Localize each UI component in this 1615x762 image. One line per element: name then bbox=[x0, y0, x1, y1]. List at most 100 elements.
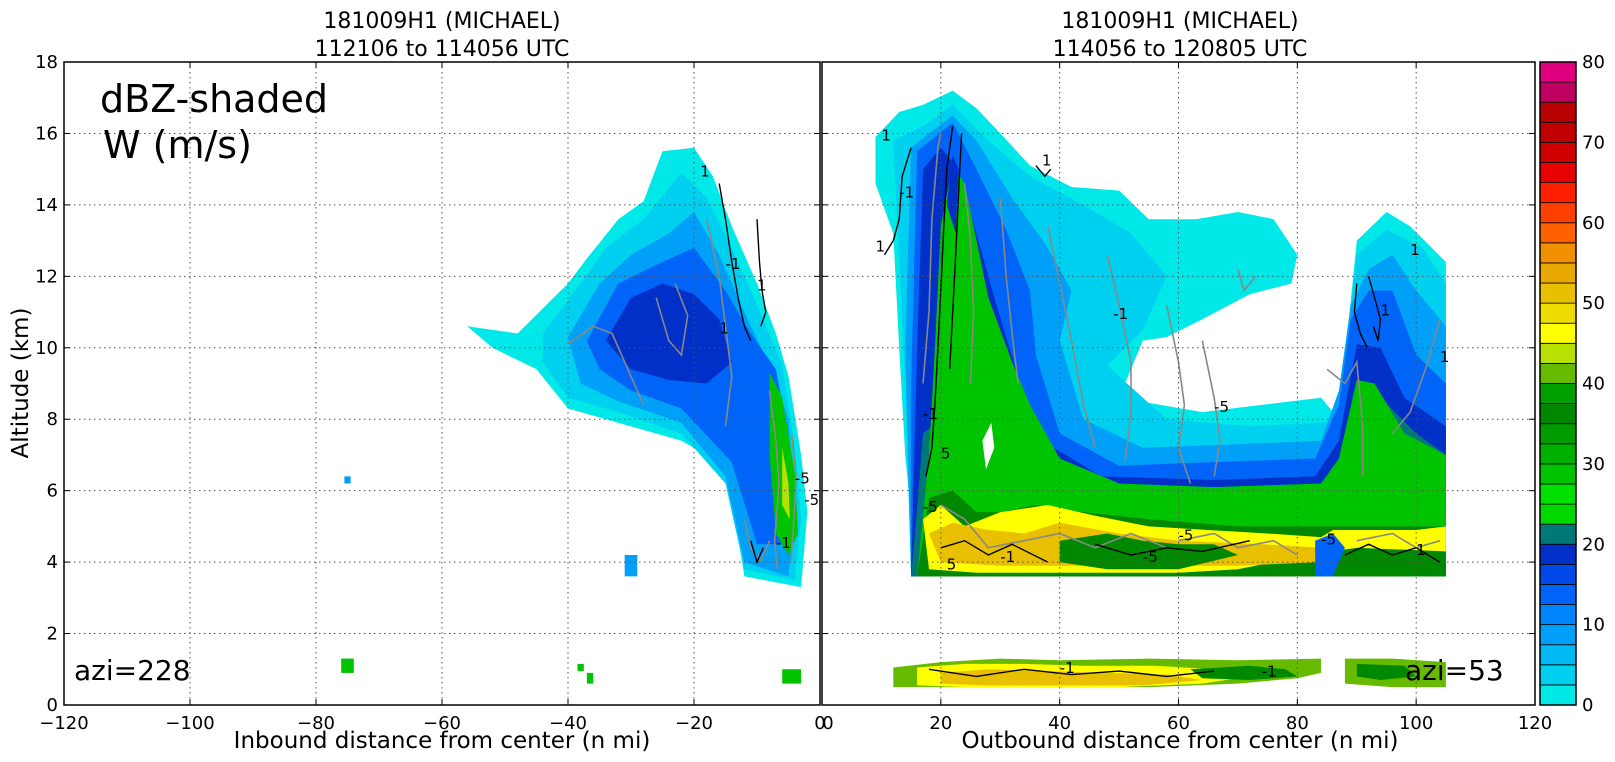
w-contour-line bbox=[1356, 532, 1441, 549]
contour-label: 1 bbox=[1042, 152, 1052, 170]
colorbar-frame bbox=[1539, 61, 1577, 706]
y-tick-label: 18 bbox=[35, 52, 58, 73]
x-tick-label: 40 bbox=[1048, 713, 1071, 734]
colorbar-bin bbox=[1539, 543, 1577, 565]
colorbar-bin bbox=[1539, 121, 1577, 143]
reflectivity-region bbox=[586, 672, 594, 684]
contour-label: -1 bbox=[1262, 662, 1277, 680]
y-tick-label: 10 bbox=[35, 338, 58, 359]
contour-label: -5 bbox=[923, 498, 938, 516]
colorbar-bin bbox=[1539, 644, 1577, 666]
reflectivity-region bbox=[624, 555, 638, 577]
contour-label: -1 bbox=[1000, 548, 1015, 566]
right-x-axis-label: Outbound distance from center (n mi) bbox=[962, 728, 1399, 754]
colorbar-bin bbox=[1539, 242, 1577, 264]
x-tick-label: 60 bbox=[1167, 713, 1190, 734]
contour-label: -5 bbox=[795, 470, 810, 488]
colorbar-bin bbox=[1539, 302, 1577, 324]
colorbar-bin bbox=[1539, 262, 1577, 284]
w-contour-line bbox=[928, 668, 1215, 678]
x-tick-label: −80 bbox=[297, 713, 335, 734]
colorbar-bin bbox=[1539, 523, 1577, 545]
x-tick-label: 100 bbox=[1399, 713, 1433, 734]
left-plot-area bbox=[64, 62, 820, 705]
left-x-axis-label: Inbound distance from center (n mi) bbox=[234, 728, 651, 754]
w-contour-line bbox=[567, 325, 645, 406]
contour-label: 1 bbox=[719, 319, 729, 337]
colorbar-bins bbox=[1539, 61, 1577, 706]
x-tick-label: 120 bbox=[1518, 713, 1552, 734]
w-contour-line bbox=[718, 183, 752, 341]
reflectivity-region bbox=[940, 669, 1203, 686]
colorbar-bin bbox=[1539, 403, 1577, 425]
reflectivity-region bbox=[1190, 665, 1298, 680]
contour-label: 1 bbox=[757, 277, 767, 295]
x-tick-label: 0 bbox=[814, 713, 825, 734]
contour-label: 5 bbox=[947, 555, 957, 573]
contour-label: -1 bbox=[726, 255, 741, 273]
y-tick-label: 12 bbox=[35, 266, 58, 287]
right-contour-labels: 1 1 -1 -1 5 -5 5 1 -1 -5 1 1 1 -5 -5 -1 -1 -1 1 -5 bbox=[875, 127, 1449, 681]
colorbar-bin bbox=[1539, 182, 1577, 204]
contour-label: -1 bbox=[776, 534, 791, 552]
w-contour-line bbox=[883, 147, 912, 256]
w-contour-line bbox=[655, 283, 689, 357]
colorbar-bin bbox=[1539, 282, 1577, 304]
left-x-tick-labels: −120 −100 −80 −60 −40 −20 0 bbox=[39, 713, 825, 734]
reflectivity-region bbox=[782, 669, 802, 684]
colorbar-bin bbox=[1539, 322, 1577, 344]
reflectivity-region bbox=[341, 658, 354, 673]
right-reflectivity-shading bbox=[875, 90, 1446, 688]
left-reflectivity-shading bbox=[341, 147, 808, 684]
contour-label: 1 bbox=[1416, 541, 1426, 559]
x-tick-label: −120 bbox=[39, 713, 88, 734]
x-tick-label: −60 bbox=[423, 713, 461, 734]
contour-label: -5 bbox=[1179, 527, 1194, 545]
y-tick-labels: 0 2 4 6 8 10 12 14 16 18 bbox=[35, 52, 58, 716]
w-contour-line bbox=[1178, 532, 1298, 556]
w-contour-line bbox=[1106, 254, 1132, 463]
w-contour-line bbox=[922, 133, 942, 384]
w-contour-line bbox=[790, 433, 797, 563]
reflectivity-region bbox=[1356, 663, 1417, 680]
right-azimuth-label: azi=53 bbox=[1405, 654, 1504, 687]
colorbar-tick-label: 0 bbox=[1582, 695, 1593, 716]
colorbar-bin bbox=[1539, 342, 1577, 364]
colorbar-bin bbox=[1539, 563, 1577, 585]
colorbar-bin bbox=[1539, 684, 1577, 706]
y-tick-label: 6 bbox=[47, 481, 58, 502]
y-tick-label: 16 bbox=[35, 123, 58, 144]
x-tick-label: −40 bbox=[549, 713, 587, 734]
colorbar-bin bbox=[1539, 624, 1577, 646]
right-grid bbox=[822, 62, 1535, 705]
colorbar-tick-label: 40 bbox=[1582, 374, 1605, 395]
colorbar-bin bbox=[1539, 503, 1577, 525]
colorbar-tick-labels: 0 10 20 30 40 50 60 70 80 bbox=[1582, 52, 1605, 716]
reflectivity-region bbox=[782, 447, 790, 520]
colorbar-bin bbox=[1539, 443, 1577, 465]
y-tick-label: 8 bbox=[47, 409, 58, 430]
reflectivity-region bbox=[605, 283, 732, 384]
colorbar-tick-label: 50 bbox=[1582, 293, 1605, 314]
w-contour-line bbox=[756, 219, 767, 327]
x-tick-label: 80 bbox=[1286, 713, 1309, 734]
w-contour-line bbox=[925, 126, 954, 477]
y-tick-label: 0 bbox=[47, 695, 58, 716]
contour-label: -1 bbox=[923, 405, 938, 423]
left-title-line1: 181009H1 (MICHAEL) bbox=[323, 9, 560, 34]
right-panel: 1 1 -1 -1 5 -5 5 1 -1 -5 1 1 1 -5 -5 -1 -1 -1 1 -5 181009H1… bbox=[821, 9, 1552, 754]
left-velocity-contours bbox=[567, 183, 797, 570]
left-plot-frame bbox=[63, 61, 821, 706]
right-x-tick-labels: 0 20 40 60 80 100 120 bbox=[822, 713, 1552, 734]
reflectivity-gap bbox=[982, 422, 995, 470]
w-contour-line bbox=[999, 197, 1019, 384]
right-title-line1: 181009H1 (MICHAEL) bbox=[1061, 9, 1298, 34]
w-contour-line bbox=[940, 539, 1049, 563]
colorbar-bin bbox=[1539, 202, 1577, 224]
w-contour-line bbox=[1367, 276, 1382, 341]
colorbar-tick-label: 70 bbox=[1582, 132, 1605, 153]
left-grid bbox=[64, 62, 820, 705]
x-tick-label: 20 bbox=[929, 713, 952, 734]
contour-label: 1 bbox=[1381, 302, 1391, 320]
